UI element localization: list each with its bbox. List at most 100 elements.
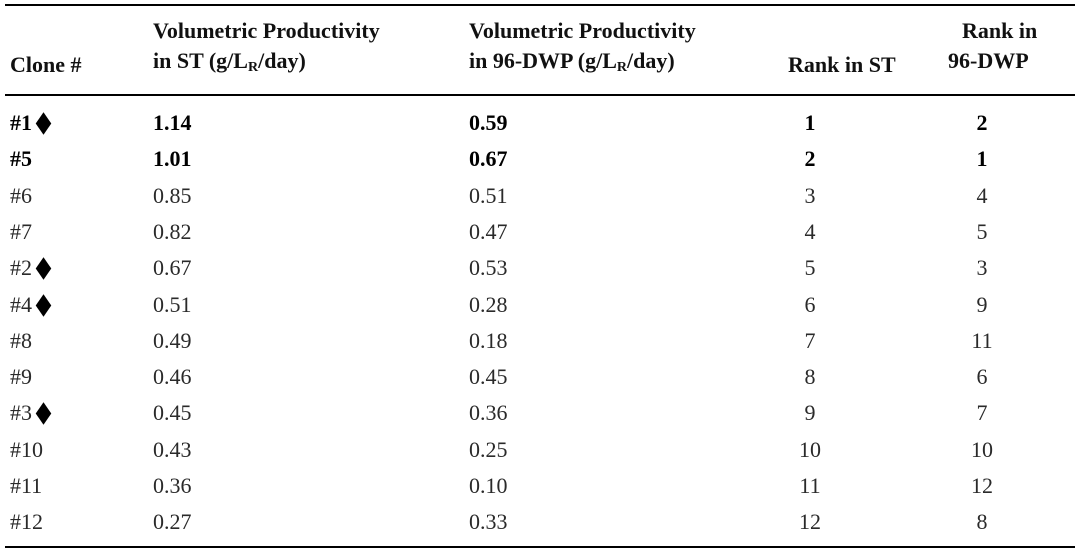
table-row: #9 0.46 0.45 8 6 — [0, 362, 1080, 392]
cell-rank-st-text: 2 — [804, 146, 816, 172]
cell-vp-dwp: 0.28 — [469, 290, 508, 320]
cell-rank-dwp: 12 — [962, 471, 1002, 501]
cell-vp-st: 0.85 — [153, 181, 192, 211]
cell-vp-st-text: 0.46 — [153, 364, 192, 390]
cell-vp-dwp-text: 0.51 — [469, 182, 508, 208]
header-vp-dwp-pre: in 96-DWP (g/L — [469, 48, 617, 73]
header-vp-dwp-line2: in 96-DWP (g/LR/day) — [469, 46, 675, 76]
cell-clone-text: #10 — [10, 436, 43, 462]
cell-clone-text: #3 — [10, 400, 32, 426]
table-row: #10 0.43 0.25 10 10 — [0, 435, 1080, 465]
cell-vp-dwp: 0.53 — [469, 253, 508, 283]
header-rank-dwp-line1: Rank in — [962, 18, 1038, 43]
cell-vp-st: 1.14 — [153, 108, 192, 138]
cell-rank-dwp: 7 — [962, 398, 1002, 428]
cell-clone: #4 — [10, 290, 52, 320]
cell-vp-dwp-text: 0.67 — [469, 146, 508, 172]
cell-rank-dwp-text: 2 — [976, 110, 988, 135]
cell-rank-st: 9 — [790, 398, 830, 428]
cell-vp-st: 0.36 — [153, 471, 192, 501]
cell-rank-st-text: 4 — [804, 218, 816, 244]
table-row: #2 0.67 0.53 5 3 — [0, 253, 1080, 283]
cell-vp-dwp: 0.51 — [469, 181, 508, 211]
table-row: #7 0.82 0.47 4 5 — [0, 217, 1080, 247]
cell-vp-st-text: 0.82 — [153, 218, 192, 244]
cell-rank-dwp: 11 — [962, 326, 1002, 356]
cell-vp-dwp: 0.45 — [469, 362, 508, 392]
cell-vp-dwp-text: 0.25 — [469, 436, 508, 462]
cell-clone-text: #9 — [10, 364, 32, 390]
cell-rank-st: 6 — [790, 290, 830, 320]
cell-rank-dwp: 9 — [962, 290, 1002, 320]
cell-rank-st-text: 9 — [804, 400, 816, 426]
cell-rank-st-text: 7 — [804, 327, 816, 353]
cell-rank-dwp-text: 3 — [976, 255, 988, 281]
table-header-rule — [5, 94, 1075, 96]
header-vp-st-line2: in ST (g/LR/day) — [153, 46, 306, 76]
cell-rank-st: 1 — [790, 108, 830, 138]
cell-rank-dwp-text: 9 — [976, 291, 988, 317]
cell-vp-dwp-text: 0.47 — [469, 218, 508, 244]
cell-clone-text: #1 — [10, 110, 32, 135]
header-rank-dwp-line2: 96-DWP — [948, 48, 1029, 73]
cell-rank-dwp: 2 — [962, 108, 1002, 138]
table-row: #5 1.01 0.67 2 1 — [0, 144, 1080, 174]
cell-rank-st: 7 — [790, 326, 830, 356]
cell-rank-st-text: 6 — [804, 291, 816, 317]
cell-vp-dwp-text: 0.28 — [469, 291, 508, 317]
cell-clone: #3 — [10, 398, 52, 428]
cell-vp-dwp-text: 0.10 — [469, 473, 508, 498]
header-vp-st-sub: R — [247, 60, 259, 75]
cell-rank-dwp: 5 — [962, 217, 1002, 247]
cell-rank-dwp-text: 6 — [976, 364, 988, 390]
cell-clone: #11 — [10, 471, 42, 501]
cell-rank-dwp-text: 12 — [971, 473, 993, 498]
cell-rank-dwp: 1 — [962, 144, 1002, 174]
cell-clone: #1 — [10, 108, 52, 138]
cell-vp-dwp-text: 0.33 — [469, 509, 508, 535]
cell-rank-dwp-text: 7 — [976, 400, 988, 426]
cell-rank-st-text: 10 — [799, 436, 821, 462]
cell-clone-text: #8 — [10, 327, 32, 353]
cell-vp-dwp-text: 0.53 — [469, 255, 508, 281]
cell-vp-st-text: 0.45 — [153, 400, 192, 426]
diamond-icon — [35, 293, 52, 317]
cell-rank-st: 10 — [790, 435, 830, 465]
cell-rank-st-text: 3 — [804, 182, 816, 208]
cell-vp-st: 0.43 — [153, 435, 192, 465]
cell-vp-st-text: 0.49 — [153, 327, 192, 353]
table-top-rule — [5, 4, 1075, 6]
cell-vp-dwp: 0.59 — [469, 108, 508, 138]
cell-rank-st: 3 — [790, 181, 830, 211]
cell-rank-st: 5 — [790, 253, 830, 283]
cell-rank-dwp: 6 — [962, 362, 1002, 392]
table-row: #1 1.14 0.59 1 2 — [0, 108, 1080, 138]
header-vp-st-pre: in ST (g/L — [153, 48, 248, 73]
header-clone: Clone # — [10, 52, 82, 77]
diamond-icon — [35, 402, 52, 426]
cell-clone: #2 — [10, 253, 52, 283]
cell-vp-dwp: 0.67 — [469, 144, 508, 174]
cell-vp-dwp: 0.25 — [469, 435, 508, 465]
cell-vp-st: 0.49 — [153, 326, 192, 356]
table-row: #4 0.51 0.28 6 9 — [0, 290, 1080, 320]
table-row: #6 0.85 0.51 3 4 — [0, 181, 1080, 211]
cell-vp-st-text: 0.67 — [153, 255, 192, 281]
cell-vp-dwp-text: 0.45 — [469, 364, 508, 390]
table-row: #11 0.36 0.10 11 12 — [0, 471, 1080, 501]
cell-rank-dwp-text: 8 — [976, 509, 988, 535]
cell-vp-st-text: 1.01 — [153, 146, 192, 172]
cell-rank-st-text: 12 — [799, 509, 821, 535]
cell-clone-text: #4 — [10, 291, 32, 317]
cell-vp-st-text: 0.85 — [153, 182, 192, 208]
cell-clone: #12 — [10, 507, 43, 537]
diamond-icon — [35, 112, 52, 135]
cell-clone-text: #7 — [10, 218, 32, 244]
cell-clone-text: #11 — [10, 473, 43, 498]
cell-clone-text: #5 — [10, 146, 32, 172]
cell-vp-st: 0.45 — [153, 398, 192, 428]
cell-rank-st: 4 — [790, 217, 830, 247]
header-vp-dwp-line1: Volumetric Productivity — [469, 18, 696, 43]
cell-rank-st: 12 — [790, 507, 830, 537]
cell-vp-st-text: 0.36 — [153, 473, 192, 498]
